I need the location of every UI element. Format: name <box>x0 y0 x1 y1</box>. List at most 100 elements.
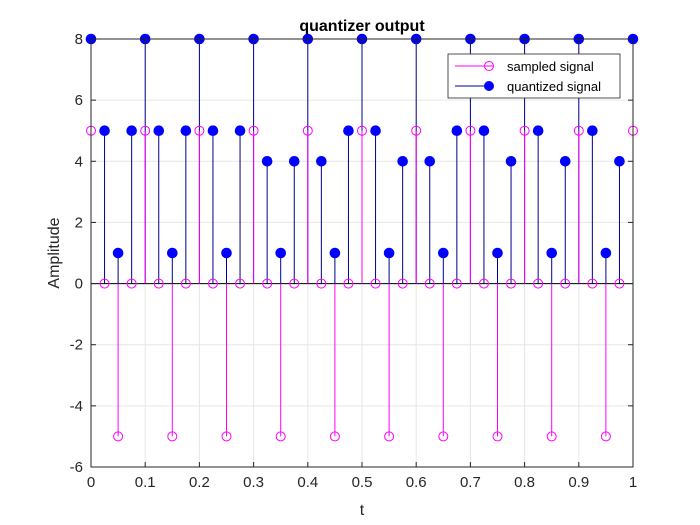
legend-box <box>447 53 621 99</box>
sampled-point <box>167 431 178 442</box>
legend-marker-quantized <box>484 81 494 91</box>
quantized-point <box>438 247 449 259</box>
x-tick-label: 0.3 <box>243 474 264 491</box>
quantized-point <box>288 155 300 167</box>
quantized-point <box>153 125 165 137</box>
quantized-point <box>112 247 124 259</box>
sampled-point <box>140 125 151 136</box>
quantized-point <box>383 247 395 259</box>
sampled-point <box>438 431 449 442</box>
sampled-point <box>221 431 232 442</box>
quantized-point <box>275 247 287 259</box>
legend-label-sampled: sampled signal <box>507 59 594 74</box>
sampled-point <box>384 431 395 442</box>
quantized-point <box>451 125 463 137</box>
sampled-point <box>275 431 286 442</box>
quantized-point <box>532 125 544 137</box>
sampled-point <box>600 431 611 442</box>
quantized-point <box>329 247 341 259</box>
sampled-point <box>451 278 462 289</box>
x-tick-label: 0.9 <box>568 474 589 491</box>
sampled-point <box>113 431 124 442</box>
quantized-point <box>180 125 192 137</box>
sampled-point <box>180 278 191 289</box>
quantized-point <box>546 247 558 259</box>
x-tick-label: 0.5 <box>352 474 373 491</box>
sampled-point <box>357 125 367 136</box>
y-axis-label: Amplitude <box>46 217 63 288</box>
stems-layer <box>90 39 634 437</box>
x-tick-label: 0.8 <box>514 474 535 491</box>
sampled-point <box>587 278 598 289</box>
sampled-point <box>546 431 557 442</box>
quantized-point <box>397 155 408 167</box>
y-tick-label: -6 <box>70 459 83 476</box>
legend: sampled signal quantized signal <box>447 53 621 99</box>
quantized-point <box>424 155 436 167</box>
quantized-point <box>234 125 246 137</box>
x-tick-label: 0.4 <box>297 474 318 491</box>
x-axis-label: t <box>360 502 365 519</box>
quantized-point <box>478 125 490 137</box>
quantized-point <box>343 125 354 137</box>
y-tick-label: 8 <box>75 31 83 48</box>
x-tick-label: 1 <box>629 474 637 491</box>
sampled-point <box>248 125 259 136</box>
quantized-point <box>370 125 381 137</box>
quantized-point <box>221 247 232 259</box>
chart-title: quantizer output <box>299 18 425 35</box>
x-tick-label: 0.7 <box>460 474 481 491</box>
quantized-point <box>261 155 273 167</box>
y-tick-label: -4 <box>70 398 83 415</box>
sampled-point <box>370 278 381 289</box>
sampled-point <box>235 278 246 289</box>
sampled-point <box>329 431 340 442</box>
sampled-point <box>397 278 408 289</box>
sampled-point <box>465 125 476 136</box>
ticks-layer: 0 0.1 0.2 0.3 0.4 0.5 0.6 0.7 0.8 0.9 1 -6 -4 -2 0 2 4 6 8 <box>70 31 638 491</box>
quantized-point <box>126 125 137 137</box>
sampled-point <box>533 278 544 289</box>
quantized-point <box>505 155 517 167</box>
quantized-point <box>207 125 219 137</box>
x-tick-label: 0 <box>87 474 95 491</box>
legend-label-quantized: quantized signal <box>507 79 601 94</box>
sampled-point <box>560 278 571 289</box>
sampled-point <box>99 278 110 289</box>
sampled-point <box>506 278 517 289</box>
quantized-point <box>99 125 110 137</box>
sampled-point <box>262 278 273 289</box>
sampled-point <box>573 125 584 136</box>
sampled-point <box>411 125 422 136</box>
sampled-point <box>302 125 313 136</box>
quantized-point <box>167 247 178 259</box>
y-tick-label: 0 <box>75 276 83 293</box>
y-tick-label: -2 <box>70 337 83 354</box>
quantized-point <box>614 155 625 167</box>
sampled-point <box>343 278 354 289</box>
sampled-point <box>614 278 625 289</box>
y-tick-label: 6 <box>75 92 83 109</box>
sampled-point <box>126 278 137 289</box>
quantized-point <box>492 247 503 259</box>
x-tick-label: 0.6 <box>406 474 427 491</box>
legend-marker-sampled <box>484 61 494 71</box>
sampled-point <box>207 278 218 289</box>
y-tick-label: 4 <box>75 153 83 170</box>
sampled-point <box>492 431 503 442</box>
y-tick-label: 2 <box>75 214 83 231</box>
quantized-point <box>587 125 598 137</box>
sampled-point <box>194 125 205 136</box>
sampled-point <box>153 278 164 289</box>
quantized-point <box>316 155 327 167</box>
sampled-point <box>424 278 435 289</box>
sampled-point <box>289 278 300 289</box>
x-tick-label: 0.1 <box>135 474 156 491</box>
x-tick-label: 0.2 <box>189 474 210 491</box>
sampled-point <box>316 278 327 289</box>
sampled-point <box>519 125 530 136</box>
quantized-point <box>600 247 612 259</box>
sampled-point <box>478 278 489 289</box>
